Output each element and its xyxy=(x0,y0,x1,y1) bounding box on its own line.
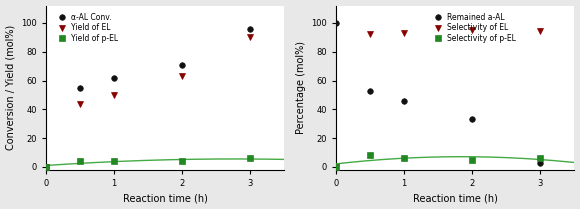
Y-axis label: Percentage (mol%): Percentage (mol%) xyxy=(296,41,306,134)
X-axis label: Reaction time (h): Reaction time (h) xyxy=(413,194,498,203)
Legend: α-AL Conv., Yield of EL, Yield of p-EL: α-AL Conv., Yield of EL, Yield of p-EL xyxy=(55,13,118,43)
X-axis label: Reaction time (h): Reaction time (h) xyxy=(123,194,208,203)
Legend: Remained a-AL, Selectivity of EL, Selectivity of p-EL: Remained a-AL, Selectivity of EL, Select… xyxy=(430,13,516,43)
Y-axis label: Conversion / Yield (mol%): Conversion / Yield (mol%) xyxy=(6,25,16,150)
